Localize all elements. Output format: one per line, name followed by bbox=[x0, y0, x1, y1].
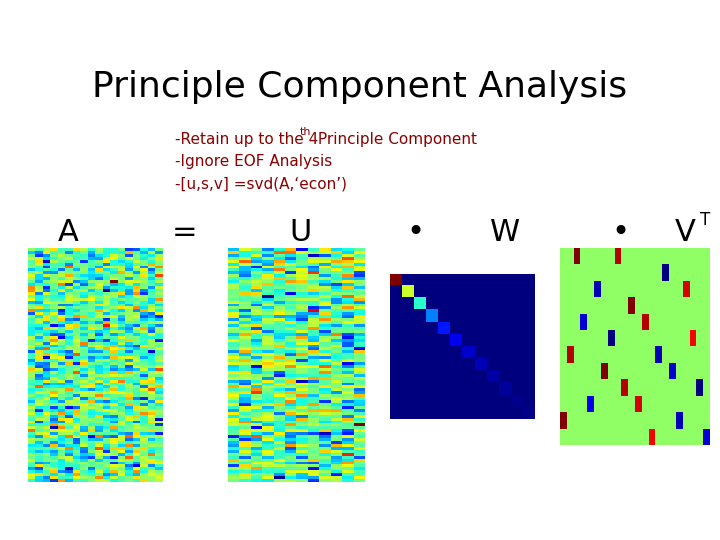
Text: •: • bbox=[406, 218, 424, 247]
Text: V: V bbox=[675, 218, 696, 247]
Text: -Retain up to the 4: -Retain up to the 4 bbox=[175, 132, 318, 147]
Text: -[u,s,v] =svd(A,‘econ’): -[u,s,v] =svd(A,‘econ’) bbox=[175, 176, 347, 191]
Text: =: = bbox=[172, 218, 198, 247]
Text: W: W bbox=[490, 218, 520, 247]
Text: A: A bbox=[58, 218, 78, 247]
Text: th: th bbox=[300, 127, 312, 137]
Text: •: • bbox=[611, 218, 629, 247]
Text: Principle Component: Principle Component bbox=[313, 132, 477, 147]
Text: U: U bbox=[289, 218, 311, 247]
Text: T: T bbox=[700, 211, 710, 229]
Text: -Ignore EOF Analysis: -Ignore EOF Analysis bbox=[175, 154, 332, 169]
Text: Principle Component Analysis: Principle Component Analysis bbox=[92, 70, 628, 104]
